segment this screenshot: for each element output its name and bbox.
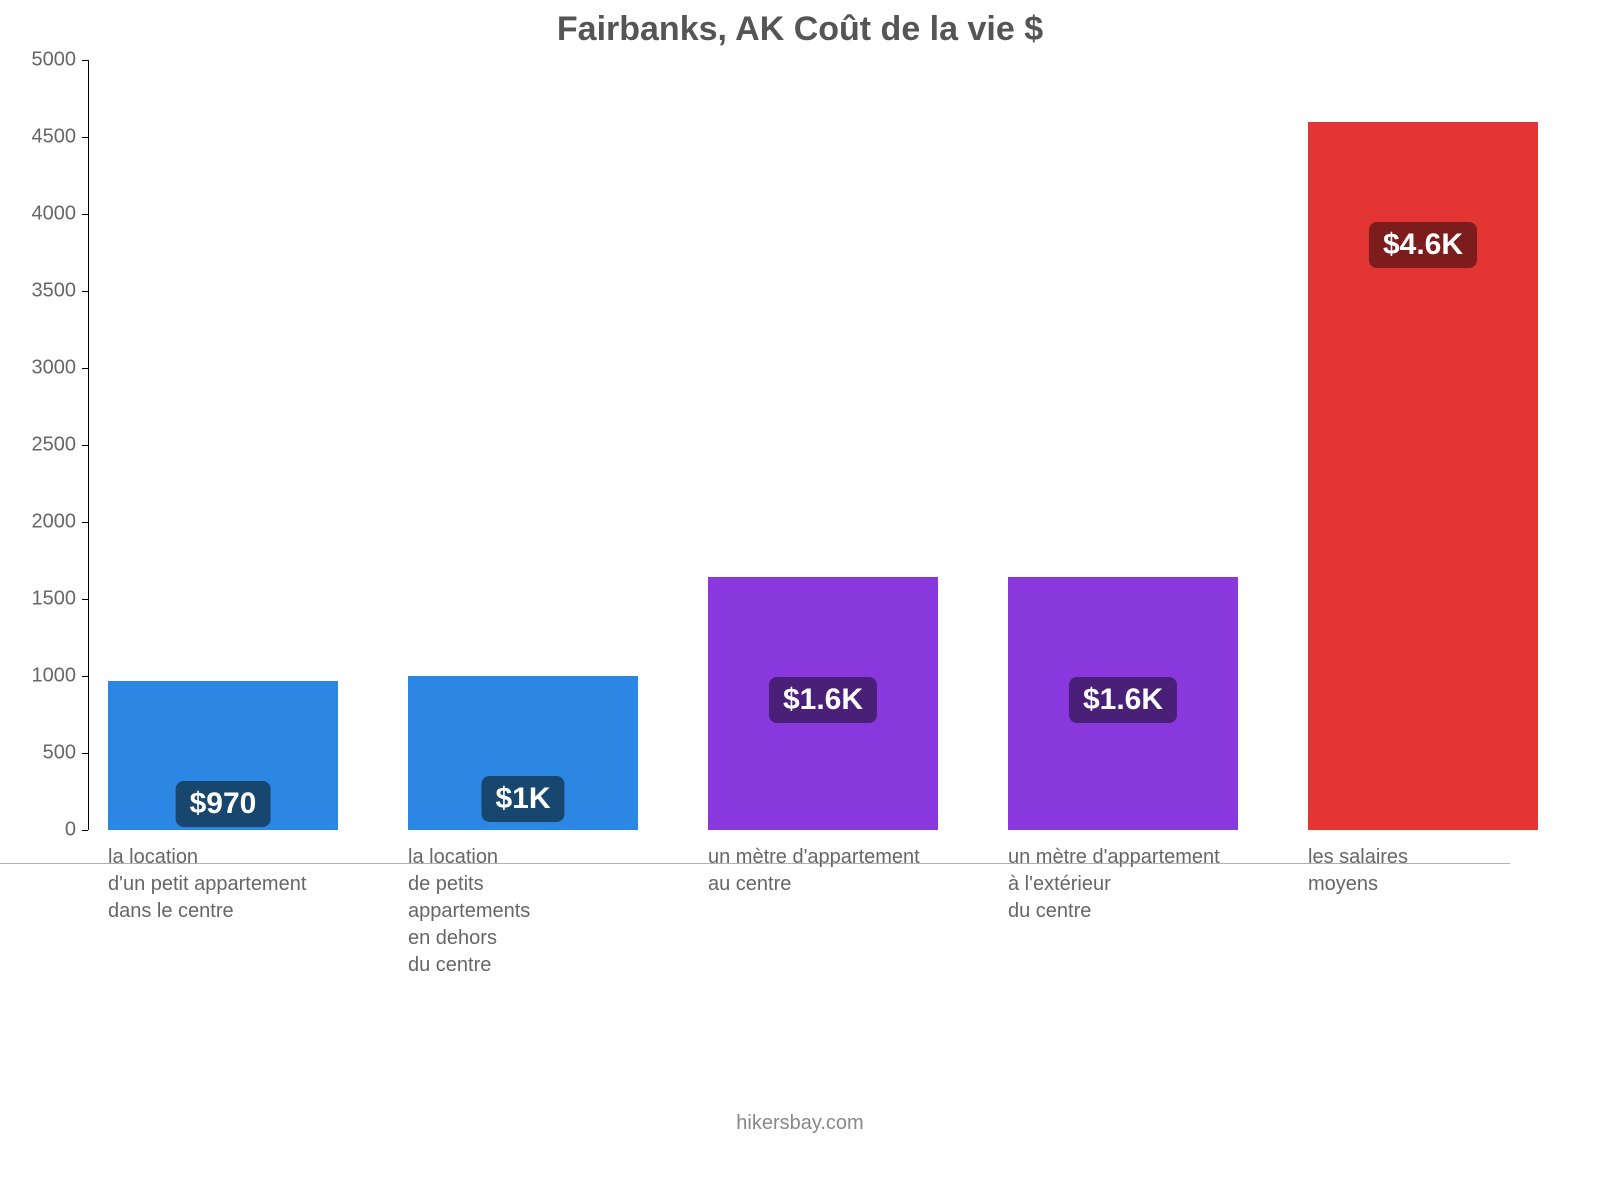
y-axis-tick-label: 4500	[32, 126, 89, 149]
x-axis-category-label: les salaires moyens	[1308, 844, 1408, 898]
chart-credit: hikersbay.com	[0, 1112, 1600, 1135]
y-axis-tick-label: 1500	[32, 588, 89, 611]
y-axis-tick-label: 500	[43, 742, 88, 765]
y-axis-tick-label: 2000	[32, 511, 89, 534]
bar-value-label: $970	[176, 781, 271, 827]
x-axis-category-label: la location de petits appartements en de…	[408, 844, 530, 979]
y-axis-tick-label: 2500	[32, 434, 89, 457]
bar-value-label: $4.6K	[1369, 222, 1477, 268]
x-axis-category-label: un mètre d'appartement à l'extérieur du …	[1008, 844, 1220, 925]
cost-of-living-chart: Fairbanks, AK Coût de la vie $ 050010001…	[0, 0, 1600, 1200]
y-axis-tick-label: 4000	[32, 203, 89, 226]
x-axis-category-label: la location d'un petit appartement dans …	[108, 844, 306, 925]
y-axis-line	[88, 60, 89, 830]
chart-title: Fairbanks, AK Coût de la vie $	[0, 10, 1600, 49]
bar-value-label: $1.6K	[769, 677, 877, 723]
y-axis-tick-label: 1000	[32, 665, 89, 688]
bar-value-label: $1.6K	[1069, 677, 1177, 723]
x-axis-category-label: un mètre d'appartement au centre	[708, 844, 920, 898]
y-axis-tick-label: 3000	[32, 357, 89, 380]
plot-area: 0500100015002000250030003500400045005000…	[88, 60, 1588, 830]
y-axis-tick-label: 0	[65, 819, 88, 842]
bar-value-label: $1K	[481, 776, 564, 822]
y-axis-tick-label: 3500	[32, 280, 89, 303]
y-axis-tick-label: 5000	[32, 49, 89, 72]
